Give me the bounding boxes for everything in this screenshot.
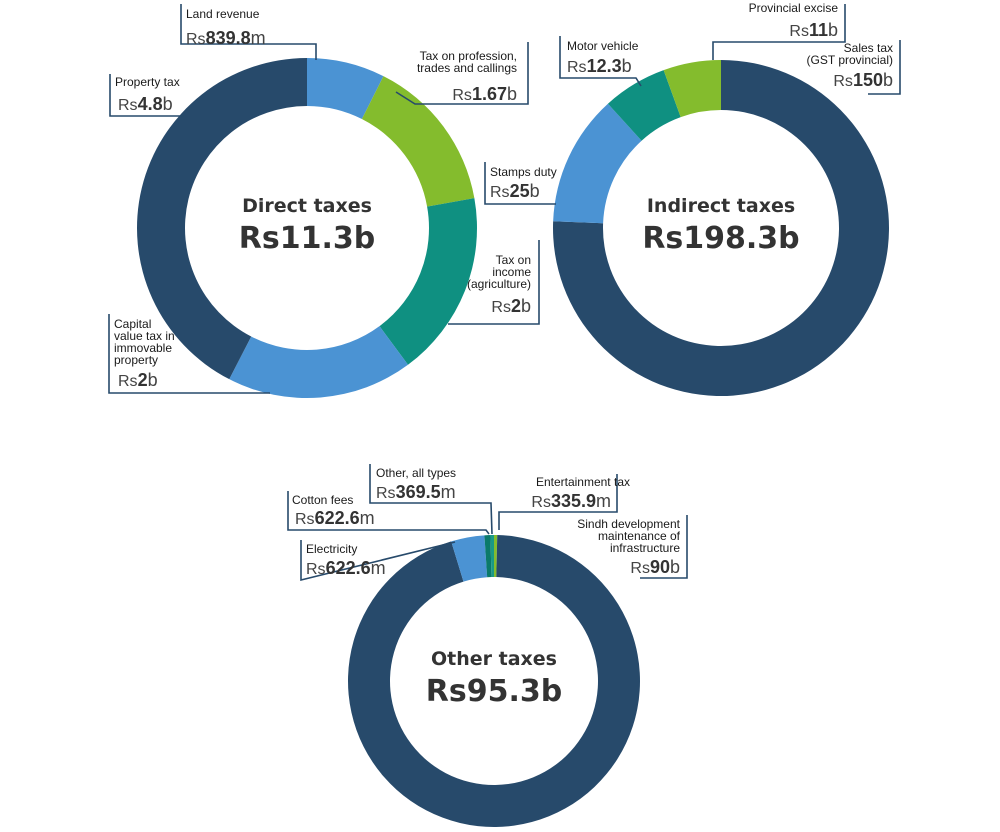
leader-line xyxy=(369,464,493,535)
slice-label: Other, all types xyxy=(376,466,456,480)
slice-label: Provincial excise xyxy=(749,1,839,15)
slice-value: Rs2b xyxy=(118,370,158,390)
slice-label: Stamps duty xyxy=(490,165,557,179)
leader-line xyxy=(300,540,456,582)
slice-label: maintenance of xyxy=(598,529,681,543)
slice-label: Land revenue xyxy=(186,7,260,21)
leader-line xyxy=(640,515,688,579)
leader-line xyxy=(109,74,184,117)
slice-label: Motor vehicle xyxy=(567,39,639,53)
slice-value: Rs12.3b xyxy=(567,56,632,76)
donut-slice xyxy=(451,535,488,582)
donut-slice xyxy=(137,58,307,380)
donut-slice xyxy=(379,198,477,365)
donut-slice xyxy=(494,535,498,578)
slice-label: Sindh development xyxy=(577,517,680,531)
slice-label: immovable xyxy=(114,341,172,355)
chart-total: Rs95.3b xyxy=(426,674,562,709)
slice-label: Tax on profession, xyxy=(420,49,517,63)
donut-slice xyxy=(307,58,384,120)
slices-layer xyxy=(137,58,889,827)
leader-line xyxy=(712,4,846,60)
slice-label: Cotton fees xyxy=(292,493,353,507)
chart-total: Rs11.3b xyxy=(239,221,375,256)
leader-line xyxy=(484,162,556,205)
slice-value: Rs1.67b xyxy=(452,84,517,104)
slice-label: trades and callings xyxy=(417,61,517,75)
leaders-layer xyxy=(108,4,901,582)
slice-value: Rs2b xyxy=(491,296,531,316)
leader-line xyxy=(559,36,642,87)
slice-value: Rs90b xyxy=(630,557,680,577)
leader-line xyxy=(498,474,618,530)
slice-label: (GST provincial) xyxy=(807,53,893,67)
slice-value: Rs4.8b xyxy=(118,94,173,114)
leader-line xyxy=(108,314,270,394)
slice-label: value tax in xyxy=(114,329,175,343)
slice-label: Electricity xyxy=(306,542,357,556)
slice-label: Tax on xyxy=(496,253,531,267)
slice-label: property xyxy=(114,353,158,367)
leader-line xyxy=(395,42,529,105)
slice-label: Entertainment tax xyxy=(536,475,630,489)
slice-value: Rs839.8m xyxy=(186,28,266,48)
slice-label: infrastructure xyxy=(610,541,680,555)
donut-slice xyxy=(484,535,492,578)
slice-value: Rs335.9m xyxy=(531,491,611,511)
slice-label: income xyxy=(492,265,531,279)
chart-total: Rs198.3b xyxy=(642,221,799,256)
slice-label: Sales tax xyxy=(844,41,893,55)
slice-value: Rs25b xyxy=(490,181,540,201)
labels-layer: Land revenue Rs839.8m Tax on profession,tr… xyxy=(114,1,893,578)
slice-value: Rs622.6m xyxy=(295,508,375,528)
slice-value: Rs369.5m xyxy=(376,482,456,502)
leader-line xyxy=(180,4,317,60)
donut-slice xyxy=(229,326,408,398)
chart-title: Other taxes xyxy=(431,648,557,670)
leader-line xyxy=(868,40,901,95)
donut-slice xyxy=(490,535,494,578)
centers-layer: Direct taxes Rs11.3b Indirect taxes Rs198.3… xyxy=(239,195,800,709)
slice-value: Rs11b xyxy=(789,20,838,40)
donut-slice xyxy=(553,60,889,396)
slice-label: Property tax xyxy=(115,75,180,89)
chart-title: Indirect taxes xyxy=(647,195,795,217)
leader-line xyxy=(448,240,540,325)
slice-label: (agriculture) xyxy=(467,277,531,291)
slice-value: Rs622.6m xyxy=(306,558,386,578)
slice-label: Capital xyxy=(114,317,151,331)
slice-value: Rs150b xyxy=(833,70,893,90)
donut-slice xyxy=(361,76,475,207)
donut-slice xyxy=(663,60,721,118)
donut-slice xyxy=(553,103,642,224)
donut-slice xyxy=(607,70,681,141)
chart-title: Direct taxes xyxy=(242,195,372,217)
leader-line xyxy=(287,491,490,535)
